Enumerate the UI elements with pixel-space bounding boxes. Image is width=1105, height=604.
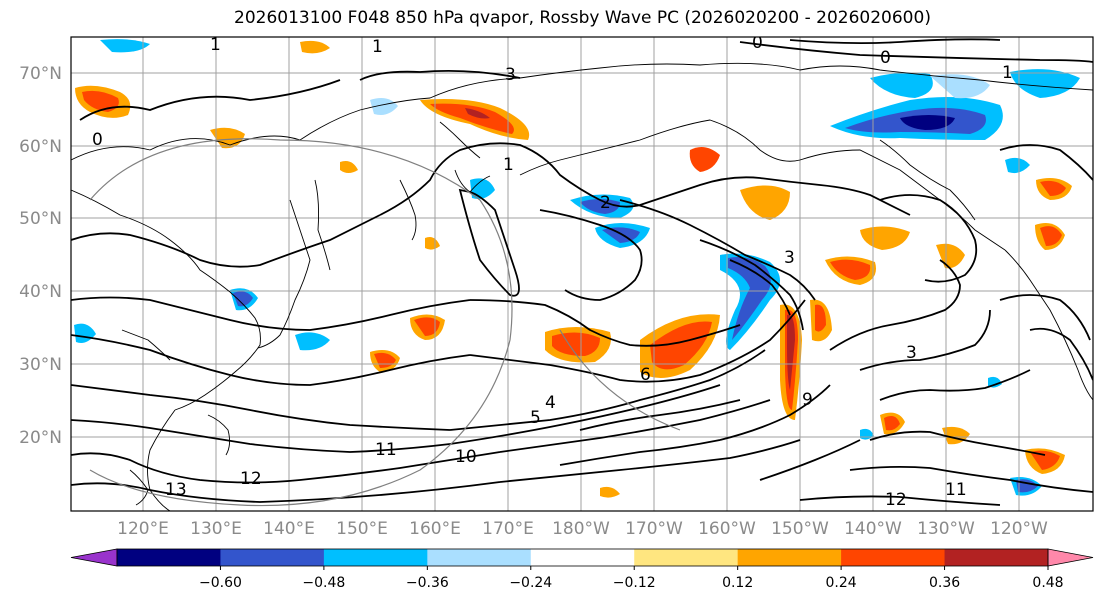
lon-label: 170°E	[482, 519, 534, 539]
colorbar-box	[944, 549, 1049, 566]
colorbar-tick-label: 0.48	[1032, 575, 1063, 591]
colorbar-box	[530, 549, 635, 566]
contour-label: 1	[1002, 63, 1013, 83]
colorbar-tick-label: −0.36	[406, 575, 449, 591]
colorbar-box	[737, 549, 842, 566]
contour-label: 1	[503, 155, 514, 175]
lat-label: 70°N	[19, 64, 62, 84]
colorbar-tick-label: 0.36	[929, 575, 960, 591]
colorbar-extend-low	[70, 548, 118, 567]
contour-label: 6	[640, 365, 651, 385]
colorbar-box	[323, 549, 428, 566]
map-plot-area: 0 1 1 0 0 3 2 1 1 3 3 4 5 6 9 11 12 13 1…	[71, 33, 1093, 511]
colorbar-box	[427, 549, 532, 566]
latitude-labels: 70°N 60°N 50°N 40°N 30°N 20°N	[19, 64, 62, 448]
lon-label: 170°W	[625, 519, 683, 539]
lon-label: 130°E	[190, 519, 242, 539]
lon-label: 140°W	[844, 519, 902, 539]
reference-arcs	[89, 138, 681, 507]
contour-label: 0	[92, 130, 103, 150]
colorbar-tick-label: −0.60	[199, 575, 242, 591]
contour-label: 0	[752, 33, 763, 53]
lat-label: 40°N	[19, 282, 62, 302]
colorbar-tick-label: 0.12	[722, 575, 753, 591]
pc-contours	[71, 38, 1093, 506]
contour-label: 3	[906, 343, 917, 363]
contour-label: 3	[784, 248, 795, 268]
contour-label: 3	[505, 65, 516, 85]
colorbar-extend-high	[1047, 548, 1094, 567]
lon-label: 160°W	[698, 519, 756, 539]
lat-label: 60°N	[19, 137, 62, 157]
colorbar-tick-label: −0.24	[509, 575, 552, 591]
colorbar-box	[634, 549, 739, 566]
colorbar-box	[117, 549, 221, 566]
lon-label: 150°W	[771, 519, 829, 539]
lon-label: 130°W	[917, 519, 975, 539]
colorbar-tick-label: 0.24	[826, 575, 857, 591]
contour-label: 1	[210, 35, 221, 55]
contour-label: 11	[945, 480, 967, 500]
contour-label: 12	[885, 490, 907, 510]
longitude-labels: 120°E 130°E 140°E 150°E 160°E 170°E 180°…	[117, 519, 1048, 539]
contour-label: 10	[455, 447, 477, 467]
coastlines	[71, 62, 1093, 511]
lat-label: 30°N	[19, 355, 62, 375]
contour-label: 1	[372, 37, 383, 57]
graticule	[71, 37, 1093, 511]
colorbar-frame	[116, 548, 1049, 567]
lat-label: 20°N	[19, 428, 62, 448]
contour-label: 5	[530, 408, 541, 428]
contour-label: 0	[880, 48, 891, 68]
lon-label: 150°E	[336, 519, 388, 539]
lon-label: 160°E	[409, 519, 461, 539]
contour-label: 12	[240, 469, 262, 489]
contour-labels: 0 1 1 0 0 3 2 1 1 3 3 4 5 6 9 11 12 13 1…	[92, 33, 1013, 510]
contour-label: 13	[165, 480, 187, 500]
colorbar: −0.60 −0.48 −0.36 −0.24 −0.12 0.12 0.24 0.36 0.4…	[70, 548, 1094, 591]
lon-label: 180°W	[552, 519, 610, 539]
contour-label: 2	[600, 193, 611, 213]
map-frame	[70, 36, 1094, 512]
lon-label: 120°E	[117, 519, 169, 539]
colorbar-box	[841, 549, 946, 566]
colorbar-tick-label: −0.48	[302, 575, 345, 591]
contour-label: 4	[545, 393, 556, 413]
colorbar-box	[220, 549, 325, 566]
colorbar-tick-label: −0.12	[613, 575, 656, 591]
contour-label: 11	[375, 440, 397, 460]
contour-label: 9	[802, 390, 813, 410]
map-title: 2026013100 F048 850 hPa qvapor, Rossby W…	[234, 8, 931, 28]
lat-label: 50°N	[19, 209, 62, 229]
qvapor-anomaly-shading	[74, 39, 1080, 498]
lon-label: 120°W	[990, 519, 1048, 539]
lon-label: 140°E	[263, 519, 315, 539]
